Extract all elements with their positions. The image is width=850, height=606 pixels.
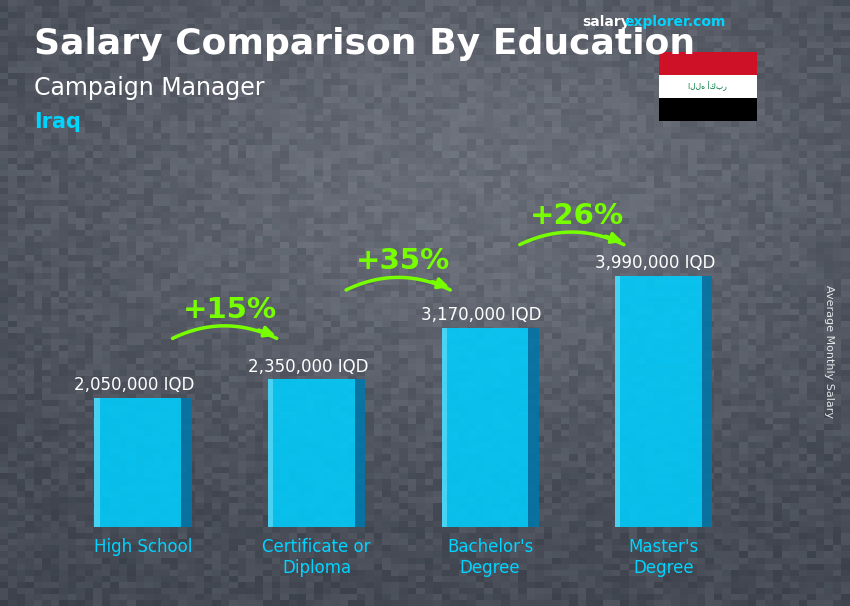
Bar [659,98,756,121]
Polygon shape [442,328,447,527]
FancyArrowPatch shape [432,279,445,287]
Text: 3,990,000 IQD: 3,990,000 IQD [595,255,716,272]
Text: +26%: +26% [530,202,624,230]
Bar [442,328,529,527]
Text: +35%: +35% [356,247,450,276]
Text: 2,350,000 IQD: 2,350,000 IQD [247,358,368,376]
Polygon shape [268,379,273,527]
Text: 2,050,000 IQD: 2,050,000 IQD [74,376,195,395]
Polygon shape [615,276,620,527]
Bar [659,52,756,75]
Text: +15%: +15% [183,296,277,324]
Bar [659,75,756,98]
Polygon shape [529,328,539,527]
Polygon shape [181,398,191,527]
Bar [268,379,354,527]
FancyArrowPatch shape [606,234,620,242]
Text: Average Monthly Salary: Average Monthly Salary [824,285,834,418]
Polygon shape [702,276,712,527]
Polygon shape [94,398,99,527]
FancyArrowPatch shape [258,327,272,336]
Text: 3,170,000 IQD: 3,170,000 IQD [422,306,541,324]
Text: Campaign Manager: Campaign Manager [34,76,264,100]
Text: الله أكبر: الله أكبر [688,81,727,92]
Text: Iraq: Iraq [34,112,81,132]
Text: Salary Comparison By Education: Salary Comparison By Education [34,27,695,61]
Bar [615,276,702,527]
Text: salary: salary [582,15,630,29]
Text: explorer.com: explorer.com [625,15,726,29]
Polygon shape [354,379,366,527]
Bar [94,398,181,527]
